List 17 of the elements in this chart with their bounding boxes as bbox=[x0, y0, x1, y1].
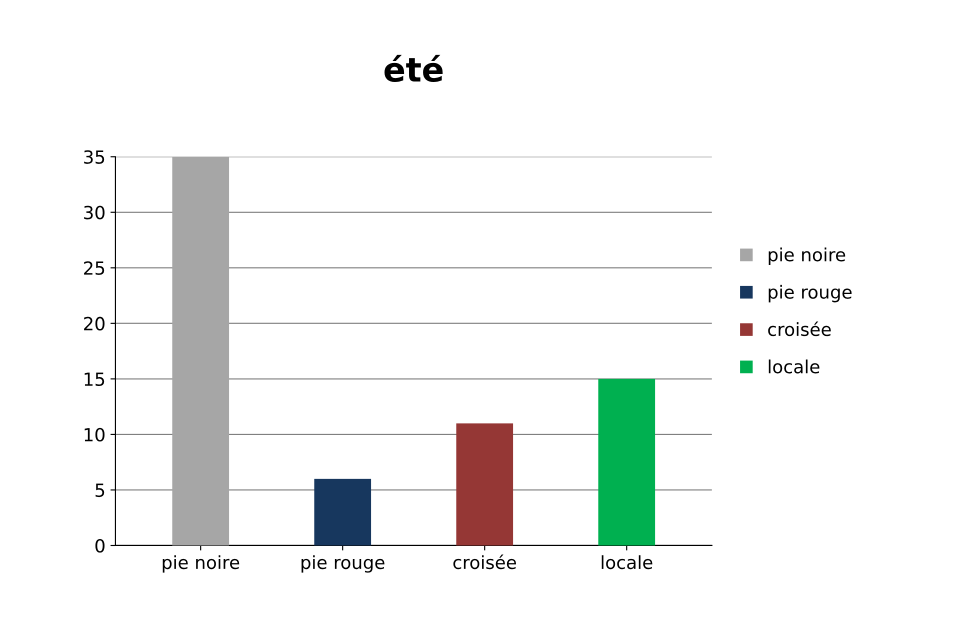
legend-label: pie rouge bbox=[768, 284, 852, 302]
legend-label: pie noire bbox=[768, 248, 846, 265]
y-tick-label: 10 bbox=[84, 428, 105, 442]
y-tick-label: 5 bbox=[96, 484, 104, 498]
x-tick-label: pie rouge bbox=[302, 555, 384, 573]
y-tick-label: 30 bbox=[84, 206, 105, 220]
x-tick-label: locale bbox=[602, 555, 652, 570]
x-tick-label: croisée bbox=[453, 554, 516, 570]
y-tick-label: 0 bbox=[95, 538, 105, 553]
y-tick-label: 20 bbox=[84, 316, 105, 330]
x-tick-label: pie noire bbox=[162, 555, 240, 573]
y-tick-label: 15 bbox=[84, 372, 104, 386]
y-tick-label: 35 bbox=[84, 150, 104, 164]
y-tick-label: 25 bbox=[84, 261, 104, 275]
legend-label: croisée bbox=[768, 321, 831, 336]
legend-label: locale bbox=[768, 360, 820, 374]
chart-title: été bbox=[384, 54, 443, 82]
